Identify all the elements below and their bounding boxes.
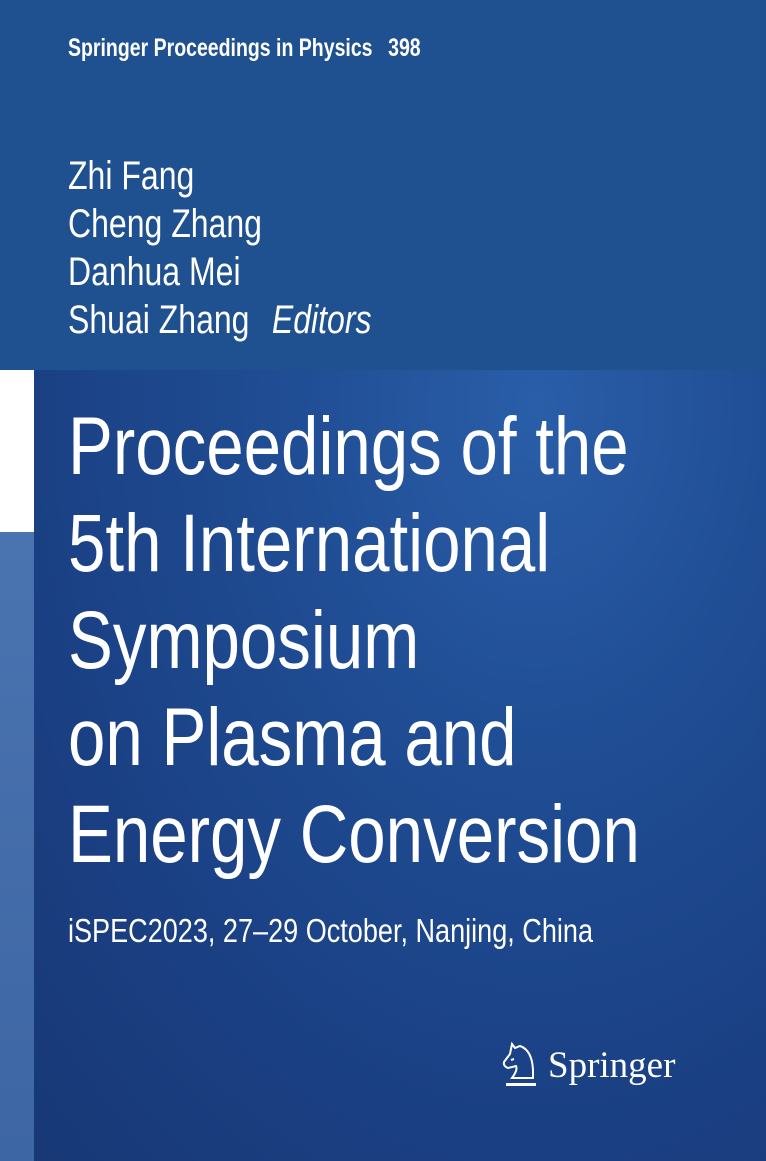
springer-logo: Springer xyxy=(500,1040,675,1090)
blue-side-strip xyxy=(0,532,34,1161)
title-line: 5th International xyxy=(68,498,551,589)
subtitle: iSPEC2023, 27–29 October, Nanjing, China xyxy=(68,912,594,949)
title-line: Symposium xyxy=(68,595,420,686)
series-line: Springer Proceedings in Physics 398 xyxy=(68,34,421,63)
white-side-strip xyxy=(0,370,34,532)
knight-chess-horse-icon xyxy=(502,1041,536,1086)
header-band xyxy=(0,0,766,370)
editor-name: Shuai Zhang xyxy=(68,298,250,342)
title-line: Proceedings of the xyxy=(68,401,629,492)
editor-name: Danhua Mei xyxy=(68,250,241,294)
series-volume: 398 xyxy=(388,34,421,62)
series-name: Springer Proceedings in Physics xyxy=(68,34,373,62)
book-title: Proceedings of the 5th International Sym… xyxy=(68,398,640,883)
springer-wordmark: Springer xyxy=(548,1044,676,1086)
editors-list: Zhi Fang Cheng Zhang Danhua Mei Shuai Zh… xyxy=(68,152,371,344)
editors-label: Editors xyxy=(271,298,372,342)
editor-name: Cheng Zhang xyxy=(68,202,262,246)
title-line: on Plasma and xyxy=(68,692,517,783)
editor-name: Zhi Fang xyxy=(68,154,195,198)
title-line: Energy Conversion xyxy=(68,789,640,880)
